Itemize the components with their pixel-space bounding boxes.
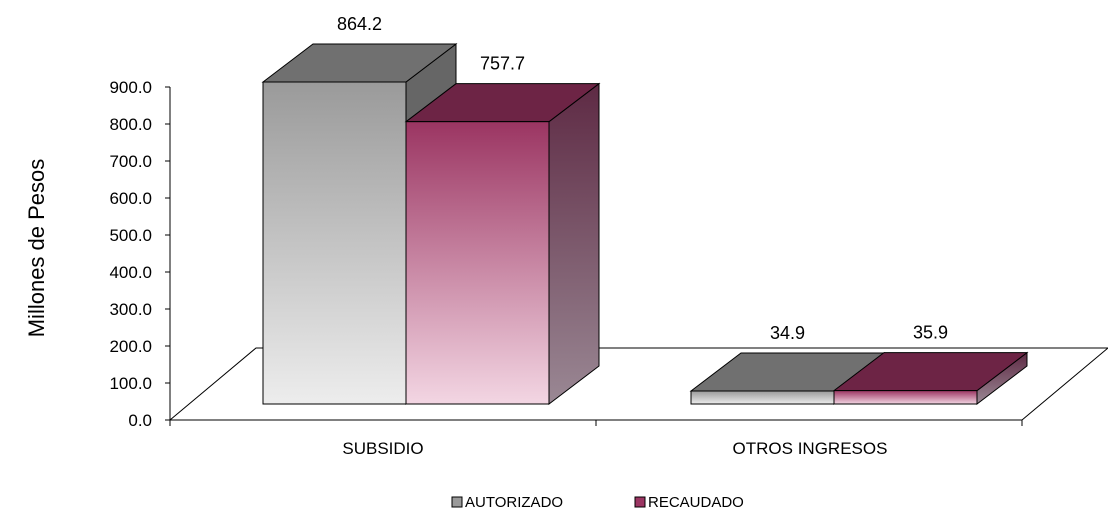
bar-front-face bbox=[405, 121, 550, 405]
x-category-label: OTROS INGRESOS bbox=[733, 439, 888, 458]
y-axis-label: Millones de Pesos bbox=[24, 159, 49, 338]
bar-recaudado bbox=[404, 82, 601, 406]
y-tick-label: 0.0 bbox=[128, 411, 152, 430]
x-category-label: SUBSIDIO bbox=[342, 439, 423, 458]
legend: AUTORIZADO RECAUDADO bbox=[451, 494, 744, 511]
y-tick-label: 100.0 bbox=[109, 374, 152, 393]
y-tick-label: 400.0 bbox=[109, 263, 152, 282]
y-tick-label: 800.0 bbox=[109, 115, 152, 134]
bar-front-face bbox=[262, 81, 407, 405]
data-label-autorizado: 864.2 bbox=[337, 14, 382, 34]
y-tick-label: 600.0 bbox=[109, 189, 152, 208]
y-tick-label: 300.0 bbox=[109, 300, 152, 319]
y-tick-label: 500.0 bbox=[109, 226, 152, 245]
legend-label-recaudado: RECAUDADO bbox=[648, 494, 744, 511]
y-tick-label: 900.0 bbox=[109, 78, 152, 97]
bar-side-face bbox=[548, 82, 600, 406]
legend-swatch-recaudado bbox=[634, 496, 646, 508]
data-label-recaudado: 757.7 bbox=[480, 54, 525, 74]
bar-front-face bbox=[690, 390, 835, 405]
bar-front-face bbox=[833, 390, 978, 405]
data-label-autorizado: 34.9 bbox=[770, 323, 805, 343]
y-tick-label: 200.0 bbox=[109, 337, 152, 356]
bar-recaudado bbox=[832, 351, 1029, 406]
legend-swatch-autorizado bbox=[451, 496, 463, 508]
data-label-recaudado: 35.9 bbox=[913, 323, 948, 343]
y-tick-label: 700.0 bbox=[109, 152, 152, 171]
legend-label-autorizado: AUTORIZADO bbox=[465, 494, 563, 511]
